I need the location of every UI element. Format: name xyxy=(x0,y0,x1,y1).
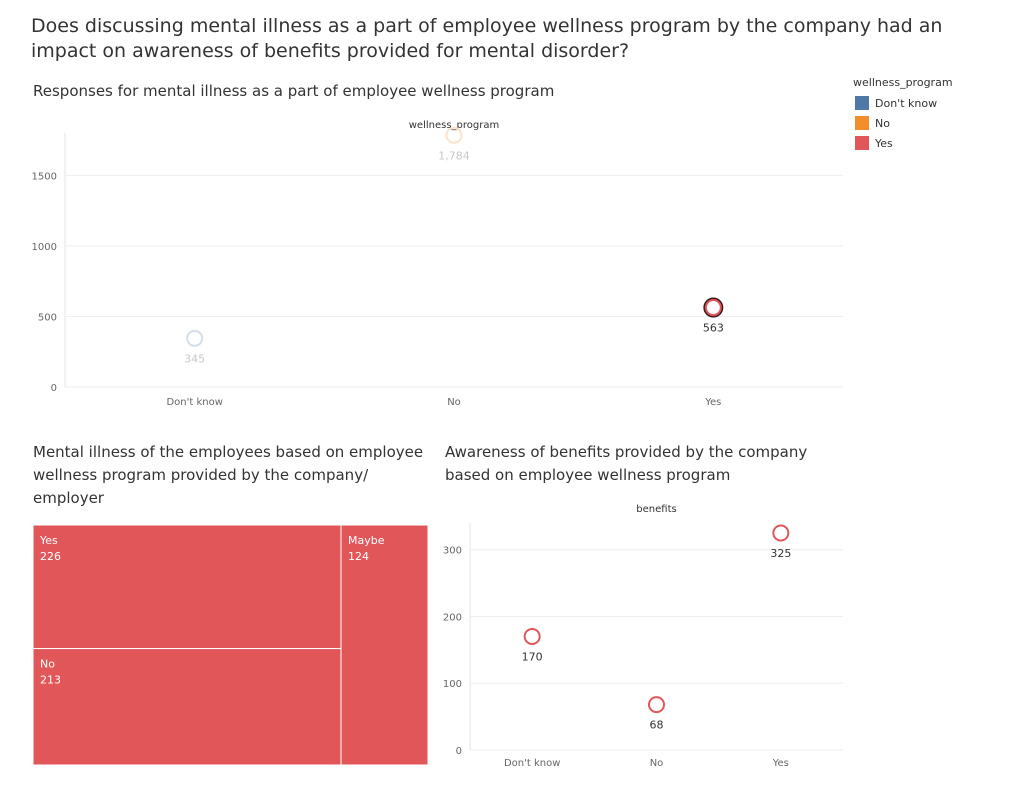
treemap-cell-no[interactable] xyxy=(32,648,342,766)
legend-swatch xyxy=(855,116,869,130)
y-tick-label: 0 xyxy=(51,383,57,394)
wellness-chart-title: Responses for mental illness as a part o… xyxy=(33,82,555,100)
legend-swatch xyxy=(855,136,869,150)
x-tick-label: Don't know xyxy=(504,758,560,769)
y-tick-label: 300 xyxy=(443,546,462,557)
x-tick-label: Yes xyxy=(704,397,721,408)
y-tick-label: 0 xyxy=(456,746,462,757)
treemap-value: 226 xyxy=(40,550,61,563)
data-label: 345 xyxy=(184,352,205,365)
data-point[interactable] xyxy=(772,524,790,542)
column-header: benefits xyxy=(636,504,676,515)
y-tick-label: 500 xyxy=(38,312,57,323)
y-tick-label: 100 xyxy=(443,679,462,690)
benefits-chart-title: Awareness of benefits provided by the co… xyxy=(445,443,808,484)
data-point[interactable] xyxy=(523,628,541,645)
treemap-label: Yes xyxy=(39,534,58,547)
treemap-cell-yes[interactable] xyxy=(32,524,342,650)
legend-title: wellness_program xyxy=(853,76,953,89)
data-point-outline[interactable] xyxy=(703,297,724,318)
data-point[interactable] xyxy=(186,329,204,347)
legend: wellness_program Don't know No Yes xyxy=(853,76,1023,153)
data-label: 1,784 xyxy=(438,149,470,162)
treemap-value: 124 xyxy=(348,550,369,563)
x-tick-label: No xyxy=(447,397,461,408)
legend-swatch xyxy=(855,96,869,110)
legend-label: Yes xyxy=(875,136,893,150)
x-tick-label: Don't know xyxy=(166,397,222,408)
legend-label: No xyxy=(875,116,890,130)
treemap-label: No xyxy=(40,658,55,671)
legend-item-no[interactable]: No xyxy=(853,113,1023,133)
data-label: 170 xyxy=(522,651,543,664)
legend-item-dont-know[interactable]: Don't know xyxy=(853,93,1023,113)
dashboard-title: Does discussing mental illness as a part… xyxy=(31,15,943,62)
y-tick-label: 200 xyxy=(443,612,462,623)
data-label: 325 xyxy=(770,547,791,560)
y-tick-label: 1000 xyxy=(32,242,57,253)
y-tick-label: 1500 xyxy=(32,171,57,182)
x-tick-label: Yes xyxy=(772,758,789,769)
legend-item-yes[interactable]: Yes xyxy=(853,133,1023,153)
data-point[interactable] xyxy=(704,299,722,317)
data-label: 68 xyxy=(650,719,664,732)
x-tick-label: No xyxy=(650,758,664,769)
treemap-value: 213 xyxy=(40,674,61,687)
data-label: 563 xyxy=(703,322,724,335)
column-header: wellness_program xyxy=(409,120,499,131)
data-point[interactable] xyxy=(648,696,665,714)
treemap-title: Mental illness of the employees based on… xyxy=(33,443,424,507)
treemap-cell-maybe[interactable] xyxy=(340,524,429,766)
treemap-label: Maybe xyxy=(348,534,385,547)
legend-label: Don't know xyxy=(875,96,938,110)
data-point[interactable] xyxy=(445,126,463,144)
